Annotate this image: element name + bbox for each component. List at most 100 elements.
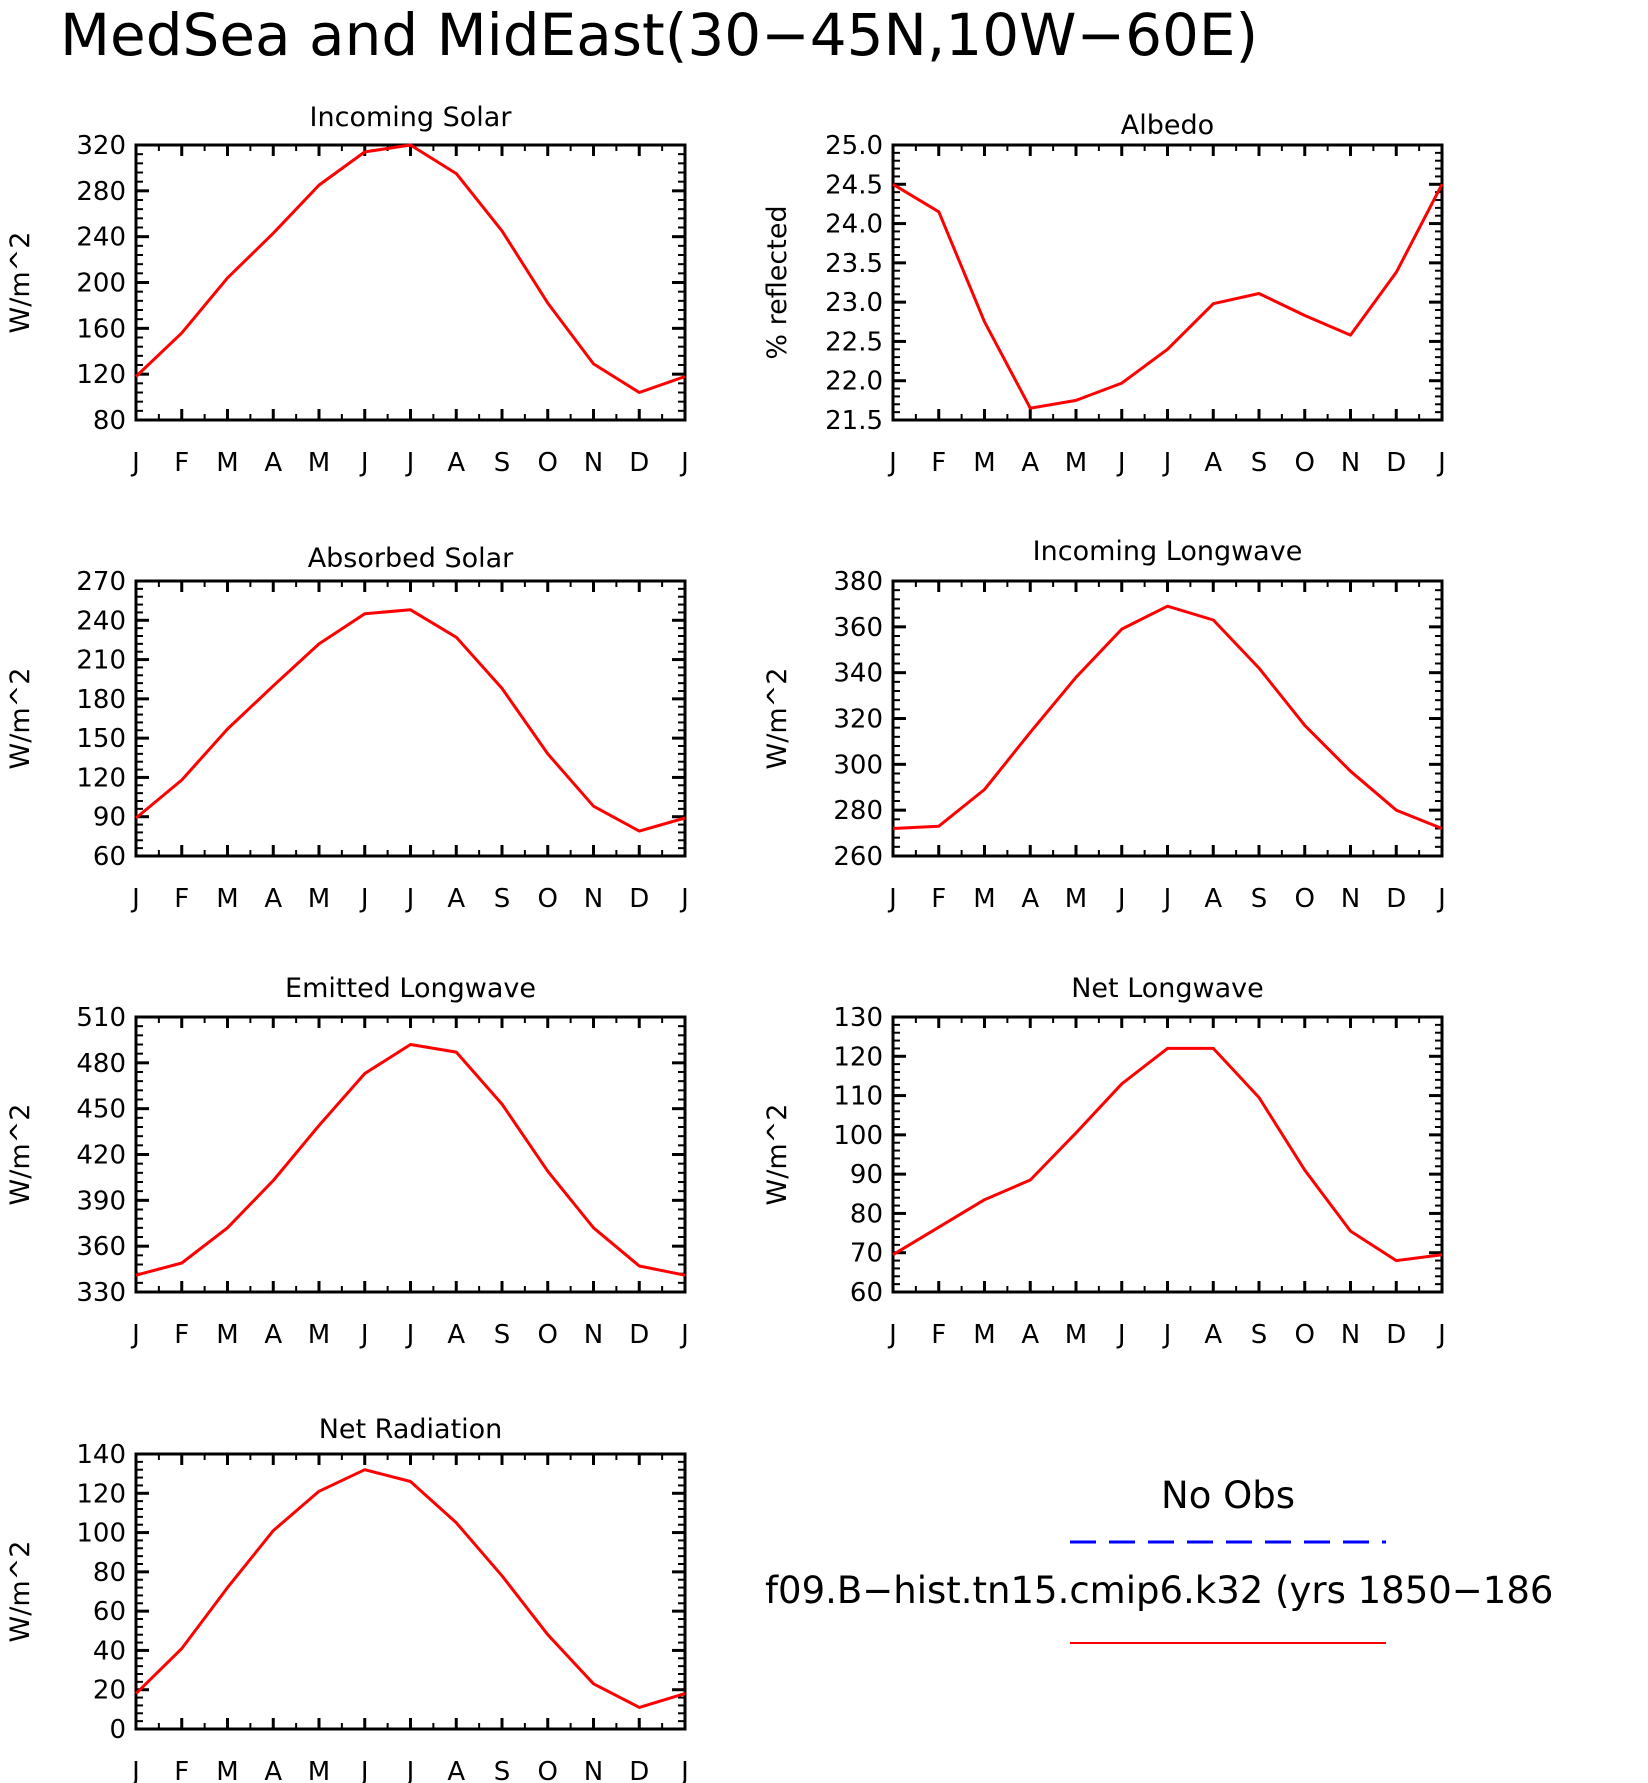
y-tick-label: 140 — [76, 1440, 126, 1470]
x-tick-label: F — [174, 884, 189, 914]
y-tick-label: 120 — [76, 763, 126, 793]
x-tick-label: O — [538, 1320, 558, 1350]
x-tick-label: N — [1341, 1320, 1360, 1350]
y-tick-label: 60 — [93, 842, 126, 872]
y-axis-label: W/m^2 — [5, 1541, 36, 1643]
x-tick-label: A — [1021, 1320, 1039, 1350]
panel-title: Albedo — [1121, 110, 1214, 141]
y-tick-label: 360 — [76, 1232, 126, 1262]
y-tick-label: 23.0 — [825, 288, 883, 318]
x-tick-label: O — [538, 448, 558, 478]
x-tick-label: F — [174, 1757, 189, 1783]
x-tick-label: M — [216, 1757, 238, 1783]
x-tick-label: J — [679, 448, 689, 478]
series-line — [134, 1468, 686, 1709]
y-tick-label: 380 — [833, 567, 883, 597]
x-tick-label: J — [679, 884, 689, 914]
y-tick-label: 280 — [76, 177, 126, 207]
x-tick-label: J — [130, 1320, 140, 1350]
x-tick-label: S — [494, 884, 511, 914]
x-tick-label: M — [216, 884, 238, 914]
x-tick-label: J — [359, 1757, 369, 1783]
x-tick-label: A — [264, 448, 282, 478]
y-tick-label: 23.5 — [825, 249, 883, 279]
y-tick-label: 80 — [850, 1199, 883, 1229]
panel-title: Absorbed Solar — [308, 543, 514, 574]
x-tick-label: M — [1065, 1320, 1087, 1350]
x-tick-label: D — [629, 884, 649, 914]
x-tick-label: N — [584, 1320, 603, 1350]
x-tick-label: J — [1116, 448, 1126, 478]
x-tick-label: M — [308, 1320, 330, 1350]
plot-frame — [134, 579, 687, 858]
y-tick-label: 25.0 — [825, 131, 883, 161]
y-tick-label: 360 — [833, 613, 883, 643]
x-tick-label: M — [973, 884, 995, 914]
y-tick-label: 120 — [76, 1479, 126, 1509]
x-tick-label: J — [405, 1320, 415, 1350]
x-tick-label: M — [973, 1320, 995, 1350]
x-tick-label: A — [447, 1757, 465, 1783]
y-tick-label: 0 — [109, 1715, 126, 1745]
x-tick-label: A — [1021, 884, 1039, 914]
y-tick-label: 80 — [93, 406, 126, 436]
y-tick-label: 70 — [850, 1239, 883, 1269]
y-tick-label: 22.5 — [825, 327, 883, 357]
x-tick-label: J — [679, 1757, 689, 1783]
x-tick-label: N — [1341, 448, 1360, 478]
y-tick-label: 240 — [76, 223, 126, 253]
y-tick-label: 180 — [76, 685, 126, 715]
x-tick-label: S — [494, 448, 511, 478]
x-tick-label: J — [1162, 884, 1172, 914]
x-tick-label: O — [1295, 1320, 1315, 1350]
y-tick-label: 60 — [93, 1597, 126, 1627]
legend: No Obs f09.B−hist.tn15.cmip6.k32 (yrs 18… — [765, 1474, 1553, 1644]
x-tick-label: M — [973, 448, 995, 478]
x-tick-label: J — [405, 884, 415, 914]
y-tick-label: 480 — [76, 1049, 126, 1079]
y-tick-label: 90 — [850, 1160, 883, 1190]
x-tick-label: J — [887, 1320, 897, 1350]
x-tick-label: A — [447, 1320, 465, 1350]
x-tick-label: M — [308, 1757, 330, 1783]
x-tick-label: S — [1251, 448, 1268, 478]
plot-frame — [134, 143, 687, 422]
y-tick-label: 200 — [76, 269, 126, 299]
x-tick-label: J — [1162, 1320, 1172, 1350]
plot-frame — [891, 143, 1444, 422]
x-tick-label: J — [1116, 1320, 1126, 1350]
y-tick-label: 130 — [833, 1003, 883, 1033]
y-tick-label: 240 — [76, 606, 126, 636]
y-tick-label: 90 — [93, 803, 126, 833]
x-tick-label: M — [216, 448, 238, 478]
x-tick-label: J — [1436, 884, 1446, 914]
x-tick-label: S — [1251, 884, 1268, 914]
x-tick-label: A — [1021, 448, 1039, 478]
panel-title: Incoming Solar — [310, 102, 513, 133]
x-tick-label: J — [405, 1757, 415, 1783]
x-tick-label: S — [494, 1320, 511, 1350]
x-tick-label: N — [584, 884, 603, 914]
x-tick-label: A — [1204, 448, 1222, 478]
y-tick-label: 270 — [76, 567, 126, 597]
x-tick-label: F — [931, 1320, 946, 1350]
y-tick-label: 160 — [76, 314, 126, 344]
y-tick-label: 280 — [833, 796, 883, 826]
x-tick-label: J — [1116, 884, 1126, 914]
plot-frame — [134, 1015, 687, 1294]
x-tick-label: D — [629, 1320, 649, 1350]
x-tick-label: J — [405, 448, 415, 478]
y-tick-label: 24.5 — [825, 170, 883, 200]
x-tick-label: A — [264, 1757, 282, 1783]
y-tick-label: 340 — [833, 659, 883, 689]
y-tick-label: 390 — [76, 1186, 126, 1216]
panel-title: Net Radiation — [319, 1414, 503, 1445]
y-axis-label: W/m^2 — [762, 668, 793, 770]
x-tick-label: A — [1204, 1320, 1222, 1350]
